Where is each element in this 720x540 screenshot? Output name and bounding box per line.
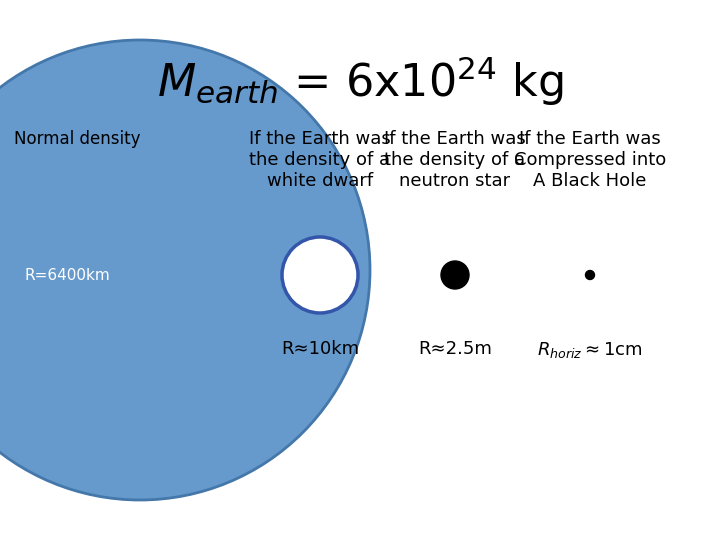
- Text: R≈2.5m: R≈2.5m: [418, 340, 492, 358]
- Text: R≈10km: R≈10km: [281, 340, 359, 358]
- Text: If the Earth was
the density of a
neutron star: If the Earth was the density of a neutro…: [384, 130, 526, 190]
- Text: Normal density: Normal density: [14, 130, 141, 147]
- Circle shape: [585, 271, 595, 280]
- Text: R=6400km: R=6400km: [25, 267, 111, 282]
- Text: If the Earth was
the density of a
white dwarf: If the Earth was the density of a white …: [249, 130, 391, 190]
- Circle shape: [0, 40, 370, 500]
- Circle shape: [441, 261, 469, 289]
- Text: If the Earth was
Compressed into
A Black Hole: If the Earth was Compressed into A Black…: [514, 130, 666, 190]
- Text: $M_{earth}$ = 6x10$^{24}$ kg: $M_{earth}$ = 6x10$^{24}$ kg: [156, 54, 564, 107]
- Text: $R_{horiz}$$\approx$1cm: $R_{horiz}$$\approx$1cm: [537, 340, 643, 360]
- Circle shape: [282, 237, 358, 313]
